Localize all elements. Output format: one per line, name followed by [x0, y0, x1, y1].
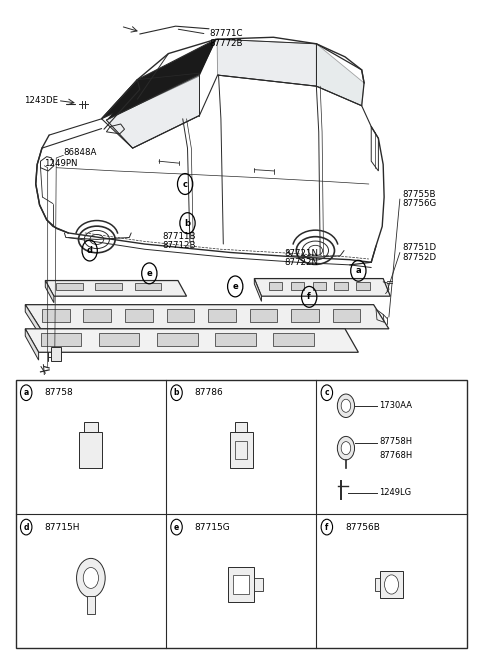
Text: 87751D: 87751D	[402, 244, 436, 252]
Polygon shape	[107, 75, 199, 148]
Bar	[134, 283, 161, 290]
Bar	[312, 282, 326, 290]
Text: f: f	[307, 292, 311, 301]
Bar	[40, 333, 81, 346]
Bar	[50, 347, 61, 362]
Bar	[235, 422, 247, 432]
Bar	[16, 380, 467, 648]
Circle shape	[337, 436, 355, 460]
Bar	[228, 567, 254, 603]
Text: 86848A: 86848A	[63, 148, 97, 157]
Text: d: d	[87, 246, 93, 255]
Text: 87772B: 87772B	[209, 39, 242, 48]
Bar	[274, 333, 314, 346]
Polygon shape	[45, 280, 54, 303]
Bar	[290, 282, 304, 290]
Text: b: b	[184, 219, 191, 228]
Circle shape	[341, 441, 351, 455]
Bar	[233, 574, 249, 594]
Polygon shape	[107, 45, 214, 120]
Bar	[335, 282, 348, 290]
Circle shape	[384, 575, 398, 594]
Text: e: e	[174, 523, 179, 532]
Text: 87721N: 87721N	[284, 250, 318, 258]
Polygon shape	[254, 278, 390, 296]
Circle shape	[83, 567, 98, 588]
Polygon shape	[45, 280, 187, 296]
Bar	[254, 578, 263, 591]
Text: b: b	[174, 388, 179, 397]
Bar	[333, 309, 360, 322]
Text: a: a	[24, 388, 29, 397]
Text: 87715H: 87715H	[44, 523, 80, 532]
Bar	[96, 283, 121, 290]
Polygon shape	[316, 44, 364, 105]
Text: 87722N: 87722N	[284, 259, 318, 267]
Bar	[84, 309, 111, 322]
Text: 87768H: 87768H	[379, 451, 413, 460]
Bar	[235, 441, 248, 459]
Text: f: f	[325, 523, 328, 532]
Text: 87711B: 87711B	[163, 232, 196, 240]
Text: 87758: 87758	[44, 388, 73, 397]
Bar	[99, 333, 139, 346]
Circle shape	[341, 400, 351, 412]
Bar	[208, 309, 236, 322]
Text: e: e	[146, 269, 152, 278]
Polygon shape	[102, 39, 216, 119]
Text: 1730AA: 1730AA	[379, 402, 412, 410]
Polygon shape	[25, 305, 389, 329]
Polygon shape	[254, 278, 262, 301]
Bar	[269, 282, 282, 290]
Text: 87712B: 87712B	[163, 241, 196, 250]
Text: 87715G: 87715G	[195, 523, 230, 532]
Circle shape	[337, 394, 355, 417]
Bar	[56, 283, 83, 290]
Bar	[215, 333, 256, 346]
Bar	[157, 333, 198, 346]
Polygon shape	[217, 39, 316, 86]
Text: c: c	[182, 179, 188, 189]
Text: 1243DE: 1243DE	[24, 96, 59, 105]
Bar	[79, 432, 102, 468]
Text: a: a	[356, 266, 361, 275]
Text: d: d	[24, 523, 29, 532]
Text: 87758H: 87758H	[379, 437, 412, 446]
Bar	[167, 309, 194, 322]
Text: 87755B: 87755B	[402, 190, 436, 199]
Bar	[250, 309, 277, 322]
Polygon shape	[25, 305, 40, 336]
Bar	[87, 596, 95, 614]
Bar	[375, 578, 380, 591]
Text: 87786: 87786	[195, 388, 223, 397]
Bar	[84, 422, 98, 432]
Text: 87771C: 87771C	[209, 29, 242, 39]
Text: 1249PN: 1249PN	[44, 159, 78, 168]
Text: 87752D: 87752D	[402, 253, 436, 261]
Text: e: e	[232, 282, 238, 291]
Text: 1249LG: 1249LG	[379, 488, 411, 497]
Bar	[380, 571, 403, 598]
Polygon shape	[25, 329, 359, 352]
Circle shape	[76, 558, 105, 597]
Text: c: c	[324, 388, 329, 397]
Bar	[230, 432, 252, 468]
Polygon shape	[25, 329, 38, 360]
Bar	[42, 309, 70, 322]
Bar	[291, 309, 319, 322]
Bar	[357, 282, 370, 290]
Text: 87756G: 87756G	[402, 199, 436, 208]
Text: 87756B: 87756B	[345, 523, 380, 532]
Bar	[125, 309, 153, 322]
